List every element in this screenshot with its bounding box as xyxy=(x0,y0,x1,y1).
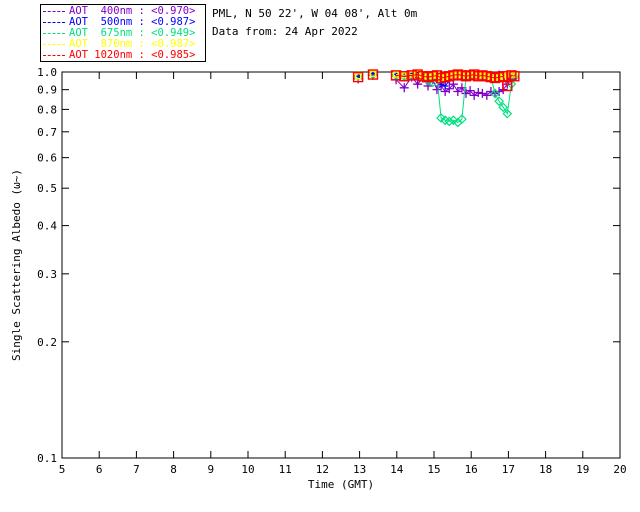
x-tick-label: 11 xyxy=(279,463,292,476)
y-tick-label: 0.8 xyxy=(37,103,57,116)
y-axis-label: Single Scattering Albedo (ω~) xyxy=(10,169,23,361)
legend-row: AOT 400nm : <0.970> xyxy=(43,6,203,17)
x-tick-label: 19 xyxy=(576,463,589,476)
series-aot-1020nm xyxy=(352,69,520,92)
legend-label: AOT 500nm : <0.987> xyxy=(69,16,196,28)
x-tick-label: 15 xyxy=(427,463,440,476)
x-tick-label: 7 xyxy=(133,463,140,476)
legend-row: AOT 500nm : <0.987> xyxy=(43,17,203,28)
x-axis: 5 6 7 8 9 10 11 12 13 14 15 16 17 18 19 20 Time (GMT) xyxy=(59,72,627,491)
legend-row: AOT 1020nm : <0.985> xyxy=(43,50,203,61)
y-tick-label: 0.6 xyxy=(37,152,57,165)
y-tick-label: 0.4 xyxy=(37,220,57,233)
y-axis: 1.0 0.9 0.8 0.7 0.6 0.5 0.4 0.3 0.2 0.1 Single Sca… xyxy=(10,66,620,465)
y-tick-label: 0.3 xyxy=(37,268,57,281)
x-tick-label: 20 xyxy=(613,463,626,476)
x-tick-label: 12 xyxy=(316,463,329,476)
y-tick-label: 0.7 xyxy=(37,126,57,139)
legend-row: AOT 675nm : <0.949> xyxy=(43,28,203,39)
x-tick-label: 8 xyxy=(170,463,177,476)
legend-label: AOT 1020nm : <0.985> xyxy=(69,49,196,61)
legend-line-sample xyxy=(43,44,65,45)
x-tick-label: 10 xyxy=(241,463,254,476)
x-tick-label: 5 xyxy=(59,463,66,476)
x-axis-label: Time (GMT) xyxy=(308,478,374,491)
plot-frame xyxy=(61,71,621,459)
legend-row: AOT 870nm : <0.987> xyxy=(43,39,203,50)
legend-label: AOT 675nm : <0.949> xyxy=(69,27,196,39)
y-tick-label: 0.9 xyxy=(37,84,57,97)
legend-line-sample xyxy=(43,33,65,34)
legend-label: AOT 870nm : <0.987> xyxy=(69,38,196,50)
x-tick-label: 17 xyxy=(502,463,515,476)
y-tick-label: 0.2 xyxy=(37,336,57,349)
title-block: PML, N 50 22', W 04 08', Alt 0m Data fro… xyxy=(212,5,417,41)
site-title: PML, N 50 22', W 04 08', Alt 0m xyxy=(212,7,418,20)
legend-box: AOT 400nm : <0.970> AOT 500nm : <0.987> … xyxy=(40,4,206,62)
x-tick-label: 9 xyxy=(207,463,214,476)
x-tick-label: 16 xyxy=(465,463,478,476)
x-tick-label: 18 xyxy=(539,463,552,476)
x-tick-label: 14 xyxy=(390,463,404,476)
y-tick-label: 0.1 xyxy=(37,452,57,465)
legend-line-sample xyxy=(43,22,65,23)
y-tick-label: 1.0 xyxy=(37,66,57,79)
date-subtitle: Data from: 24 Apr 2022 xyxy=(212,25,358,38)
legend-label: AOT 400nm : <0.970> xyxy=(69,5,196,17)
legend-line-sample xyxy=(43,11,65,12)
legend-line-sample xyxy=(43,55,65,56)
x-tick-label: 6 xyxy=(96,463,103,476)
x-tick-label: 13 xyxy=(353,463,366,476)
y-tick-label: 0.5 xyxy=(37,182,57,195)
